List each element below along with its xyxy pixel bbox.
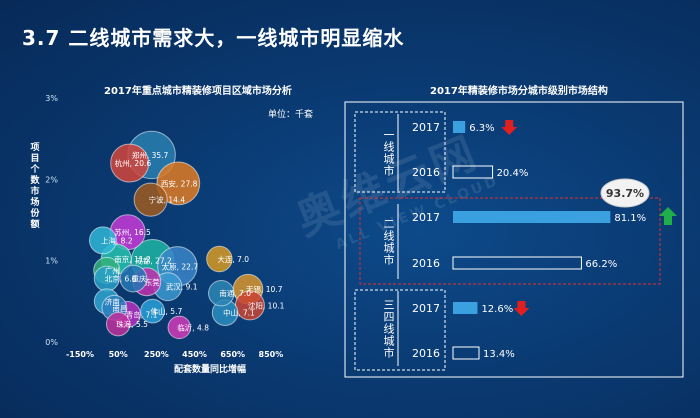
bubble-label: 佛山, 5.7 [151, 306, 183, 316]
bubble-label: 大连, 7.0 [217, 254, 249, 264]
bubble-label: 上海, 8.2 [101, 235, 133, 245]
bubble-label: 成都, 27.2 [135, 256, 172, 266]
bubble-西安 [156, 161, 201, 206]
bubble-大连 [206, 245, 233, 273]
bubble-珠海 [105, 311, 131, 337]
bubble-label: 中山, 7.1 [223, 308, 255, 318]
bar-value-label: 81.1% [614, 213, 646, 224]
bubble-南通 [208, 279, 235, 307]
bar-chart-title: 2017年精装修市场分城市级别市场结构 [430, 86, 608, 97]
bubble-label: 苏州, 16.5 [114, 227, 151, 237]
bar-2017 [453, 211, 611, 223]
bar-value-label: 12.6% [481, 304, 513, 315]
bubble-label: 无锡, 10.7 [246, 285, 283, 294]
bubble-label: 宁波, 14.4 [149, 195, 186, 205]
bubble-label: 西安, 27.8 [161, 178, 198, 188]
bubble-label: 东莞 [145, 277, 160, 287]
down-arrow-icon [501, 120, 518, 135]
bubble-label: 临沂, 4.8 [177, 322, 209, 332]
group-name: 三四线城市 [384, 299, 395, 360]
x-tick-label: 650% [220, 350, 245, 359]
bubble-label: 珠海, 5.5 [116, 319, 148, 329]
bubble-label: 杭州, 20.6 [115, 158, 152, 168]
bubble-佛山 [140, 298, 165, 324]
bar-2016 [452, 346, 480, 360]
bar-year-label: 2017 [412, 211, 440, 224]
group-name: 二线城市 [384, 218, 395, 267]
bubble-宁波 [133, 182, 168, 217]
bar-chart-frame [344, 101, 684, 378]
group-box-tier2 [359, 197, 661, 285]
bubble-label: 济南 [105, 296, 120, 306]
bar-value-label: 66.2% [585, 259, 617, 270]
bubble-chart-title: 2017年重点城市精装修项目区域市场分析 [104, 86, 292, 97]
group-box-tier3 [354, 289, 446, 371]
x-tick-label: 850% [259, 350, 284, 359]
bar-year-label: 2016 [412, 347, 440, 360]
bar-year-label: 2017 [412, 302, 440, 315]
bubble-label: 南京, 11.2 [114, 254, 151, 264]
bubble-label: 南昌 [112, 303, 127, 313]
y-tick-label: 1% [45, 257, 58, 266]
bar-2016 [452, 256, 582, 270]
bubble-label: 重庆 [131, 274, 146, 284]
bubble-label: 太原, 22.7 [162, 261, 199, 271]
x-axis-title: 配套数量同比增幅 [174, 363, 246, 375]
bar-2017 [453, 302, 478, 314]
group-name: 一线城市 [384, 129, 395, 178]
up-arrow-icon [659, 207, 677, 225]
bar-value-label: 6.3% [469, 123, 494, 134]
bubble-上海 [88, 226, 117, 255]
bubble-label: 沈阳, 10.1 [248, 300, 285, 310]
group-box-tier1 [354, 111, 446, 193]
callout-value: 93.7% [606, 187, 644, 200]
x-tick-label: -150% [66, 350, 94, 359]
unit-label: 单位：千套 [268, 110, 314, 120]
bubble-label: 青岛, 7.1 [126, 309, 158, 319]
down-arrow-icon [513, 301, 530, 316]
callout-bubble [600, 178, 650, 208]
y-tick-label: 0% [45, 338, 58, 347]
bubble-重庆 [119, 264, 148, 293]
bar-year-label: 2016 [412, 166, 440, 179]
bubble-label: 郑州, 35.7 [132, 150, 169, 160]
bubble-label: 北京, 6.6 [105, 274, 137, 284]
bubble-label: 广州 [105, 265, 120, 275]
slide-title: 3.7 二线城市需求大，一线城市明显缩水 [22, 26, 405, 50]
x-tick-label: 450% [182, 350, 207, 359]
bar-value-label: 13.4% [483, 349, 515, 360]
bar-2017 [453, 121, 466, 133]
bubble-临沂 [167, 315, 192, 340]
x-tick-label: 50% [109, 350, 128, 359]
y-tick-label: 3% [45, 94, 58, 103]
y-axis-title: 项目个数市场份额 [29, 142, 40, 230]
bubble-label: 武汉, 9.1 [166, 282, 198, 292]
bubble-label: 南通, 7.0 [219, 288, 251, 298]
bar-2016 [452, 165, 494, 179]
bar-year-label: 2017 [412, 121, 440, 134]
x-tick-label: 250% [144, 350, 169, 359]
bar-year-label: 2016 [412, 257, 440, 270]
y-tick-label: 2% [45, 175, 58, 184]
bubble-杭州 [110, 143, 150, 183]
bar-value-label: 20.4% [497, 168, 529, 179]
